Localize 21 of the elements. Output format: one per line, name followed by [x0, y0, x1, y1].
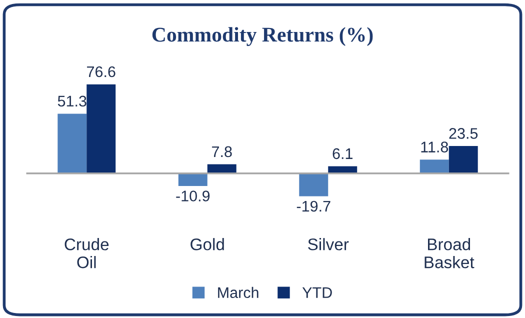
data-label: 11.8 [421, 142, 448, 152]
bar [299, 173, 328, 196]
data-label: -10.9 [176, 190, 210, 202]
data-label: 7.8 [212, 146, 232, 158]
bar [86, 84, 116, 174]
legend-label: March [218, 286, 258, 298]
chart-title: Commodity Returns (%) [152, 27, 373, 46]
data-label: 23.5 [449, 128, 478, 139]
bar [448, 146, 478, 174]
data-label: -19.7 [296, 200, 330, 212]
bar [420, 160, 449, 174]
x-tick-label: Silver [308, 238, 349, 250]
legend-label: YTD [302, 287, 332, 298]
data-label: 51.3 [58, 96, 86, 107]
x-tick-label: Broad Basket [424, 238, 474, 268]
data-label: 6.1 [332, 148, 352, 160]
bar [178, 173, 208, 186]
bar [58, 114, 87, 174]
x-tick-label: Crude Oil [64, 238, 109, 268]
x-tick-label: Gold [190, 238, 224, 250]
data-label: 76.6 [87, 66, 116, 78]
